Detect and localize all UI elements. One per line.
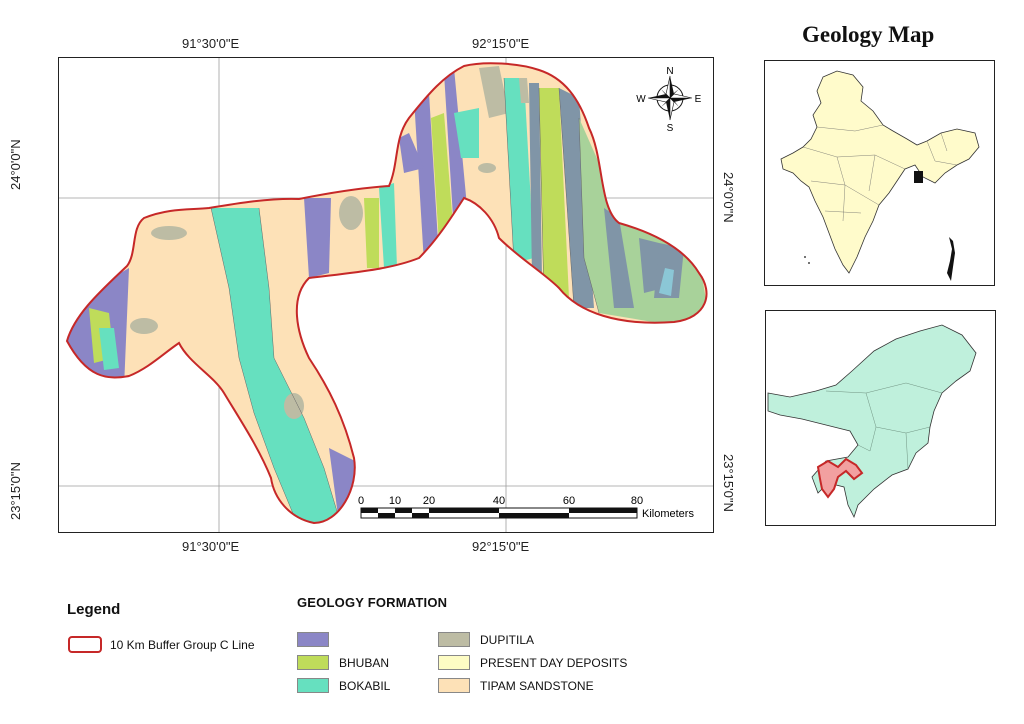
scale-unit: Kilometers — [642, 508, 694, 520]
formation-row-present-day-deposits: PRESENT DAY DEPOSITS — [438, 655, 627, 670]
formation-label: BOKABIL — [339, 678, 391, 693]
scale-label-0: 0 — [358, 495, 364, 507]
west-label: W — [636, 94, 646, 105]
northeast-inset-frame — [765, 310, 996, 526]
formation-label: TIPAM SANDSTONE — [480, 678, 594, 693]
map-title: Geology Map — [802, 22, 935, 47]
india-inset-map — [780, 70, 980, 281]
legend-title: Legend — [67, 601, 121, 618]
buffer-label: 10 Km Buffer Group C Line — [110, 637, 255, 652]
north-label: N — [666, 66, 673, 77]
main-map: N S E W 0 10 20 40 60 80 Kilometers — [59, 58, 713, 532]
india-outline — [780, 70, 980, 274]
formation-row-dupitila: DUPITILA — [438, 632, 534, 647]
buffer-outline — [65, 62, 708, 525]
legend-buffer-row: 10 Km Buffer Group C Line — [68, 636, 255, 653]
formation-row-bhuban: BHUBAN — [297, 655, 389, 670]
formation-swatch — [297, 678, 329, 693]
coord-right-lower: 23°15'0"N — [721, 454, 736, 512]
coord-top-left: 91°30'0"E — [182, 36, 240, 51]
formation-swatch — [297, 655, 329, 670]
formation-row-bokabil: BOKABIL — [297, 678, 390, 693]
east-label: E — [695, 94, 702, 105]
north-arrow-icon: N S E W — [636, 66, 701, 134]
coord-left-lower: 23°15'0"N — [8, 462, 23, 520]
formation-row-tipam-sandstone: TIPAM SANDSTONE — [438, 678, 594, 693]
formation-row-unlabeled — [297, 632, 339, 647]
india-inset-frame — [764, 60, 995, 286]
coord-top-right: 92°15'0"E — [472, 36, 530, 51]
buffer-swatch — [68, 636, 102, 653]
coord-bottom-left: 91°30'0"E — [182, 539, 240, 554]
formation-title: GEOLOGY FORMATION — [297, 595, 448, 610]
formation-swatch — [438, 678, 470, 693]
formation-swatch — [438, 655, 470, 670]
scale-label-10: 10 — [389, 495, 401, 507]
coord-bottom-right: 92°15'0"E — [472, 539, 530, 554]
formation-label: DUPITILA — [480, 632, 535, 647]
scale-label-60: 60 — [563, 495, 575, 507]
formation-swatch — [438, 632, 470, 647]
scale-label-40: 40 — [493, 495, 505, 507]
main-map-frame: N S E W 0 10 20 40 60 80 Kilometers — [58, 57, 714, 533]
formation-swatch — [297, 632, 329, 647]
scale-bar: 0 10 20 40 60 80 Kilometers — [358, 495, 695, 520]
formation-label: PRESENT DAY DEPOSITS — [480, 655, 628, 670]
scale-label-20: 20 — [423, 495, 435, 507]
formation-label: BHUBAN — [339, 655, 390, 670]
northeast-inset-map — [767, 324, 977, 519]
study-area-highlight — [816, 457, 864, 499]
scale-label-80: 80 — [631, 495, 643, 507]
northeast-outline — [767, 324, 977, 519]
geology-fills — [67, 63, 707, 524]
south-label: S — [667, 123, 674, 134]
coord-left-upper: 24°0'0"N — [8, 139, 23, 190]
coord-right-upper: 24°0'0"N — [721, 172, 736, 223]
